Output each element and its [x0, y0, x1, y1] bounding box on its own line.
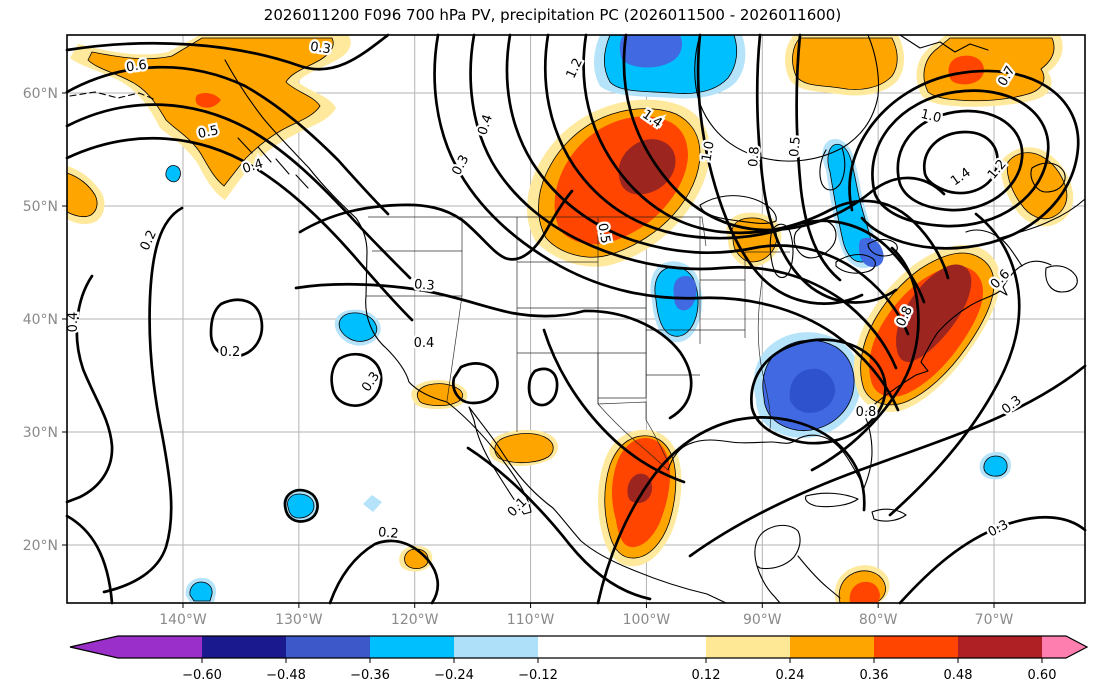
colorbar-tick-label: 0.24	[776, 668, 805, 683]
x-tick-label: 100°W	[623, 612, 671, 628]
colorbar-extend-right	[1042, 636, 1087, 658]
y-tick-label: 50°N	[23, 199, 58, 215]
colorbar-segment	[454, 636, 538, 658]
x-tick-label: 130°W	[275, 612, 323, 628]
pv-contours	[65, 33, 1087, 605]
contour-label: 0.5	[197, 123, 220, 142]
contour-label: 0.4	[475, 113, 496, 137]
colorbar-tick-label: −0.24	[434, 668, 474, 683]
y-tick-label: 30°N	[23, 425, 58, 441]
plot-title: 2026011200 F096 700 hPa PV, precipitatio…	[263, 6, 842, 24]
coastlines	[69, 34, 1086, 604]
contour-label: 0.5	[787, 136, 804, 158]
colorbar-tick-label: 0.60	[1028, 668, 1057, 683]
colorbar-outline	[69, 635, 1089, 659]
colorbar-segment	[370, 636, 454, 658]
colorbar-tick-label: −0.60	[182, 668, 222, 683]
x-tick-label: 70°W	[975, 612, 1014, 628]
y-tick-label: 60°N	[23, 86, 58, 102]
contour-label: 1.0	[699, 140, 717, 163]
colorbar-tick-label: −0.36	[350, 668, 390, 683]
colorbar-segment	[874, 636, 958, 658]
colorbar-extend-left	[70, 636, 202, 658]
colorbar-tick-label: −0.12	[518, 668, 558, 683]
x-tick-label: 110°W	[507, 612, 555, 628]
contour-label: 1.4	[948, 165, 974, 189]
x-tick-label: 140°W	[159, 612, 207, 628]
colorbar-segment	[202, 636, 286, 658]
x-tick-label: 80°W	[859, 612, 898, 628]
contour-label: 0.3	[309, 40, 332, 58]
contour-label: 0.2	[220, 345, 241, 360]
x-tick-label: 90°W	[743, 612, 782, 628]
contour-label: 0.5	[594, 222, 612, 245]
colorbar-tick-label: 0.12	[692, 668, 721, 683]
colorbar-tick-label: 0.36	[860, 668, 889, 683]
colorbar-segment	[706, 636, 790, 658]
axis-ticks: 60°N 50°N 40°N 30°N 20°N 140°W 130°W 120°W 110°W…	[23, 86, 1014, 628]
contour-label: 0.3	[413, 277, 435, 294]
colorbar-tick-label: −0.48	[266, 668, 306, 683]
colorbar-segment	[286, 636, 370, 658]
contour-label: 0.2	[377, 525, 399, 542]
colorbar-segment	[958, 636, 1042, 658]
x-tick-label: 120°W	[391, 612, 439, 628]
precipitation-shading	[66, 34, 1074, 604]
contour-label: 0.3	[986, 517, 1011, 540]
colorbar-segment	[538, 636, 706, 658]
contour-label: 0.3	[999, 393, 1025, 418]
colorbar-tick-label: 0.48	[944, 668, 973, 683]
colorbar-segment	[790, 636, 874, 658]
contour-label: 0.4	[66, 312, 81, 333]
contour-label: 0.4	[414, 336, 435, 351]
y-tick-label: 20°N	[23, 538, 58, 554]
contour-label: 0.6	[125, 58, 148, 76]
contour-label: 0.8	[856, 405, 877, 420]
contour-label: 0.8	[746, 146, 763, 168]
y-tick-label: 40°N	[23, 312, 58, 328]
contour-label: 0.3	[449, 153, 472, 178]
colorbar: −0.60 −0.48 −0.36 −0.24 −0.12 0.12 0.24 0.36 0.4…	[69, 635, 1089, 683]
